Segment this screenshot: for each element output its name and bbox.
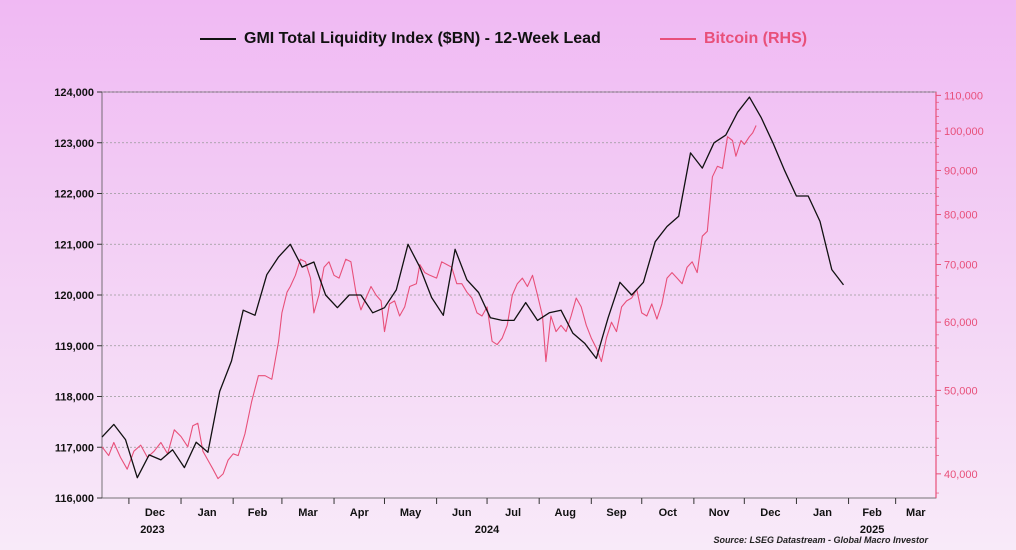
legend-swatch-bitcoin: [660, 38, 696, 40]
right-tick-label: 40,000: [944, 469, 978, 481]
legend-label-liquidity: GMI Total Liquidity Index ($BN) - 12-Wee…: [244, 30, 601, 47]
x-tick-label: Sep: [606, 507, 626, 519]
left-tick-label: 119,000: [55, 341, 94, 353]
x-tick-label: Nov: [709, 507, 731, 519]
gridlines: [102, 91, 936, 448]
left-tick-label: 120,000: [54, 290, 94, 302]
x-tick-label: Feb: [248, 507, 268, 519]
legend-item-liquidity: GMI Total Liquidity Index ($BN) - 12-Wee…: [200, 30, 601, 48]
x-tick-label: Mar: [298, 507, 318, 519]
right-tick-label: 80,000: [944, 210, 978, 222]
x-tick-label: Apr: [350, 507, 370, 519]
x-year-label: 2025: [860, 524, 884, 536]
left-tick-label: 121,000: [54, 239, 94, 251]
legend-item-bitcoin: Bitcoin (RHS): [660, 30, 807, 48]
x-year-label: 2023: [140, 524, 164, 536]
x-tick-label: Mar: [906, 507, 926, 519]
x-axis: Dec Jan Feb Mar Apr May Jun Jul Aug Sep Oct Nov Dec J…: [128, 498, 926, 536]
left-tick-label: 117,000: [55, 442, 94, 454]
x-tick-label: Jul: [505, 507, 521, 519]
x-tick-label: Aug: [555, 507, 576, 519]
x-tick-label: Dec: [760, 507, 780, 519]
left-axis: 116,000 117,000 118,000 119,000 120,000 121,0…: [54, 87, 102, 505]
left-tick-label: 123,000: [54, 138, 94, 150]
x-tick-label: Jan: [813, 507, 832, 519]
right-tick-label: 50,000: [944, 385, 978, 397]
x-tick-label: Jun: [452, 507, 472, 519]
right-tick-label: 60,000: [944, 317, 978, 329]
right-axis: 40,000 50,000 60,000 70,000 80,000 90,000 100,…: [935, 90, 984, 498]
series-line-liquidity: [101, 96, 845, 479]
x-tick-label: Dec: [145, 507, 165, 519]
x-tick-label: May: [400, 507, 422, 519]
left-tick-label: 124,000: [54, 87, 94, 99]
series-line-bitcoin: [101, 125, 757, 480]
legend-label-bitcoin: Bitcoin (RHS): [704, 30, 808, 47]
right-tick-label: 100,000: [944, 126, 984, 138]
right-tick-label: 70,000: [944, 259, 978, 271]
x-year-label: 2024: [475, 524, 500, 536]
legend-swatch-liquidity: [200, 38, 236, 40]
right-tick-label: 90,000: [944, 165, 978, 177]
left-tick-label: 122,000: [54, 189, 94, 201]
x-tick-label: Oct: [659, 507, 678, 519]
right-tick-label: 110,000: [944, 90, 983, 102]
source-note: Source: LSEG Datastream - Global Macro I…: [713, 535, 928, 545]
x-tick-label: Jan: [198, 507, 217, 519]
left-tick-label: 116,000: [55, 493, 94, 505]
series-lines: [101, 96, 845, 480]
x-tick-label: Feb: [862, 507, 882, 519]
left-tick-label: 118,000: [55, 392, 94, 404]
legend: GMI Total Liquidity Index ($BN) - 12-Wee…: [0, 30, 1016, 56]
